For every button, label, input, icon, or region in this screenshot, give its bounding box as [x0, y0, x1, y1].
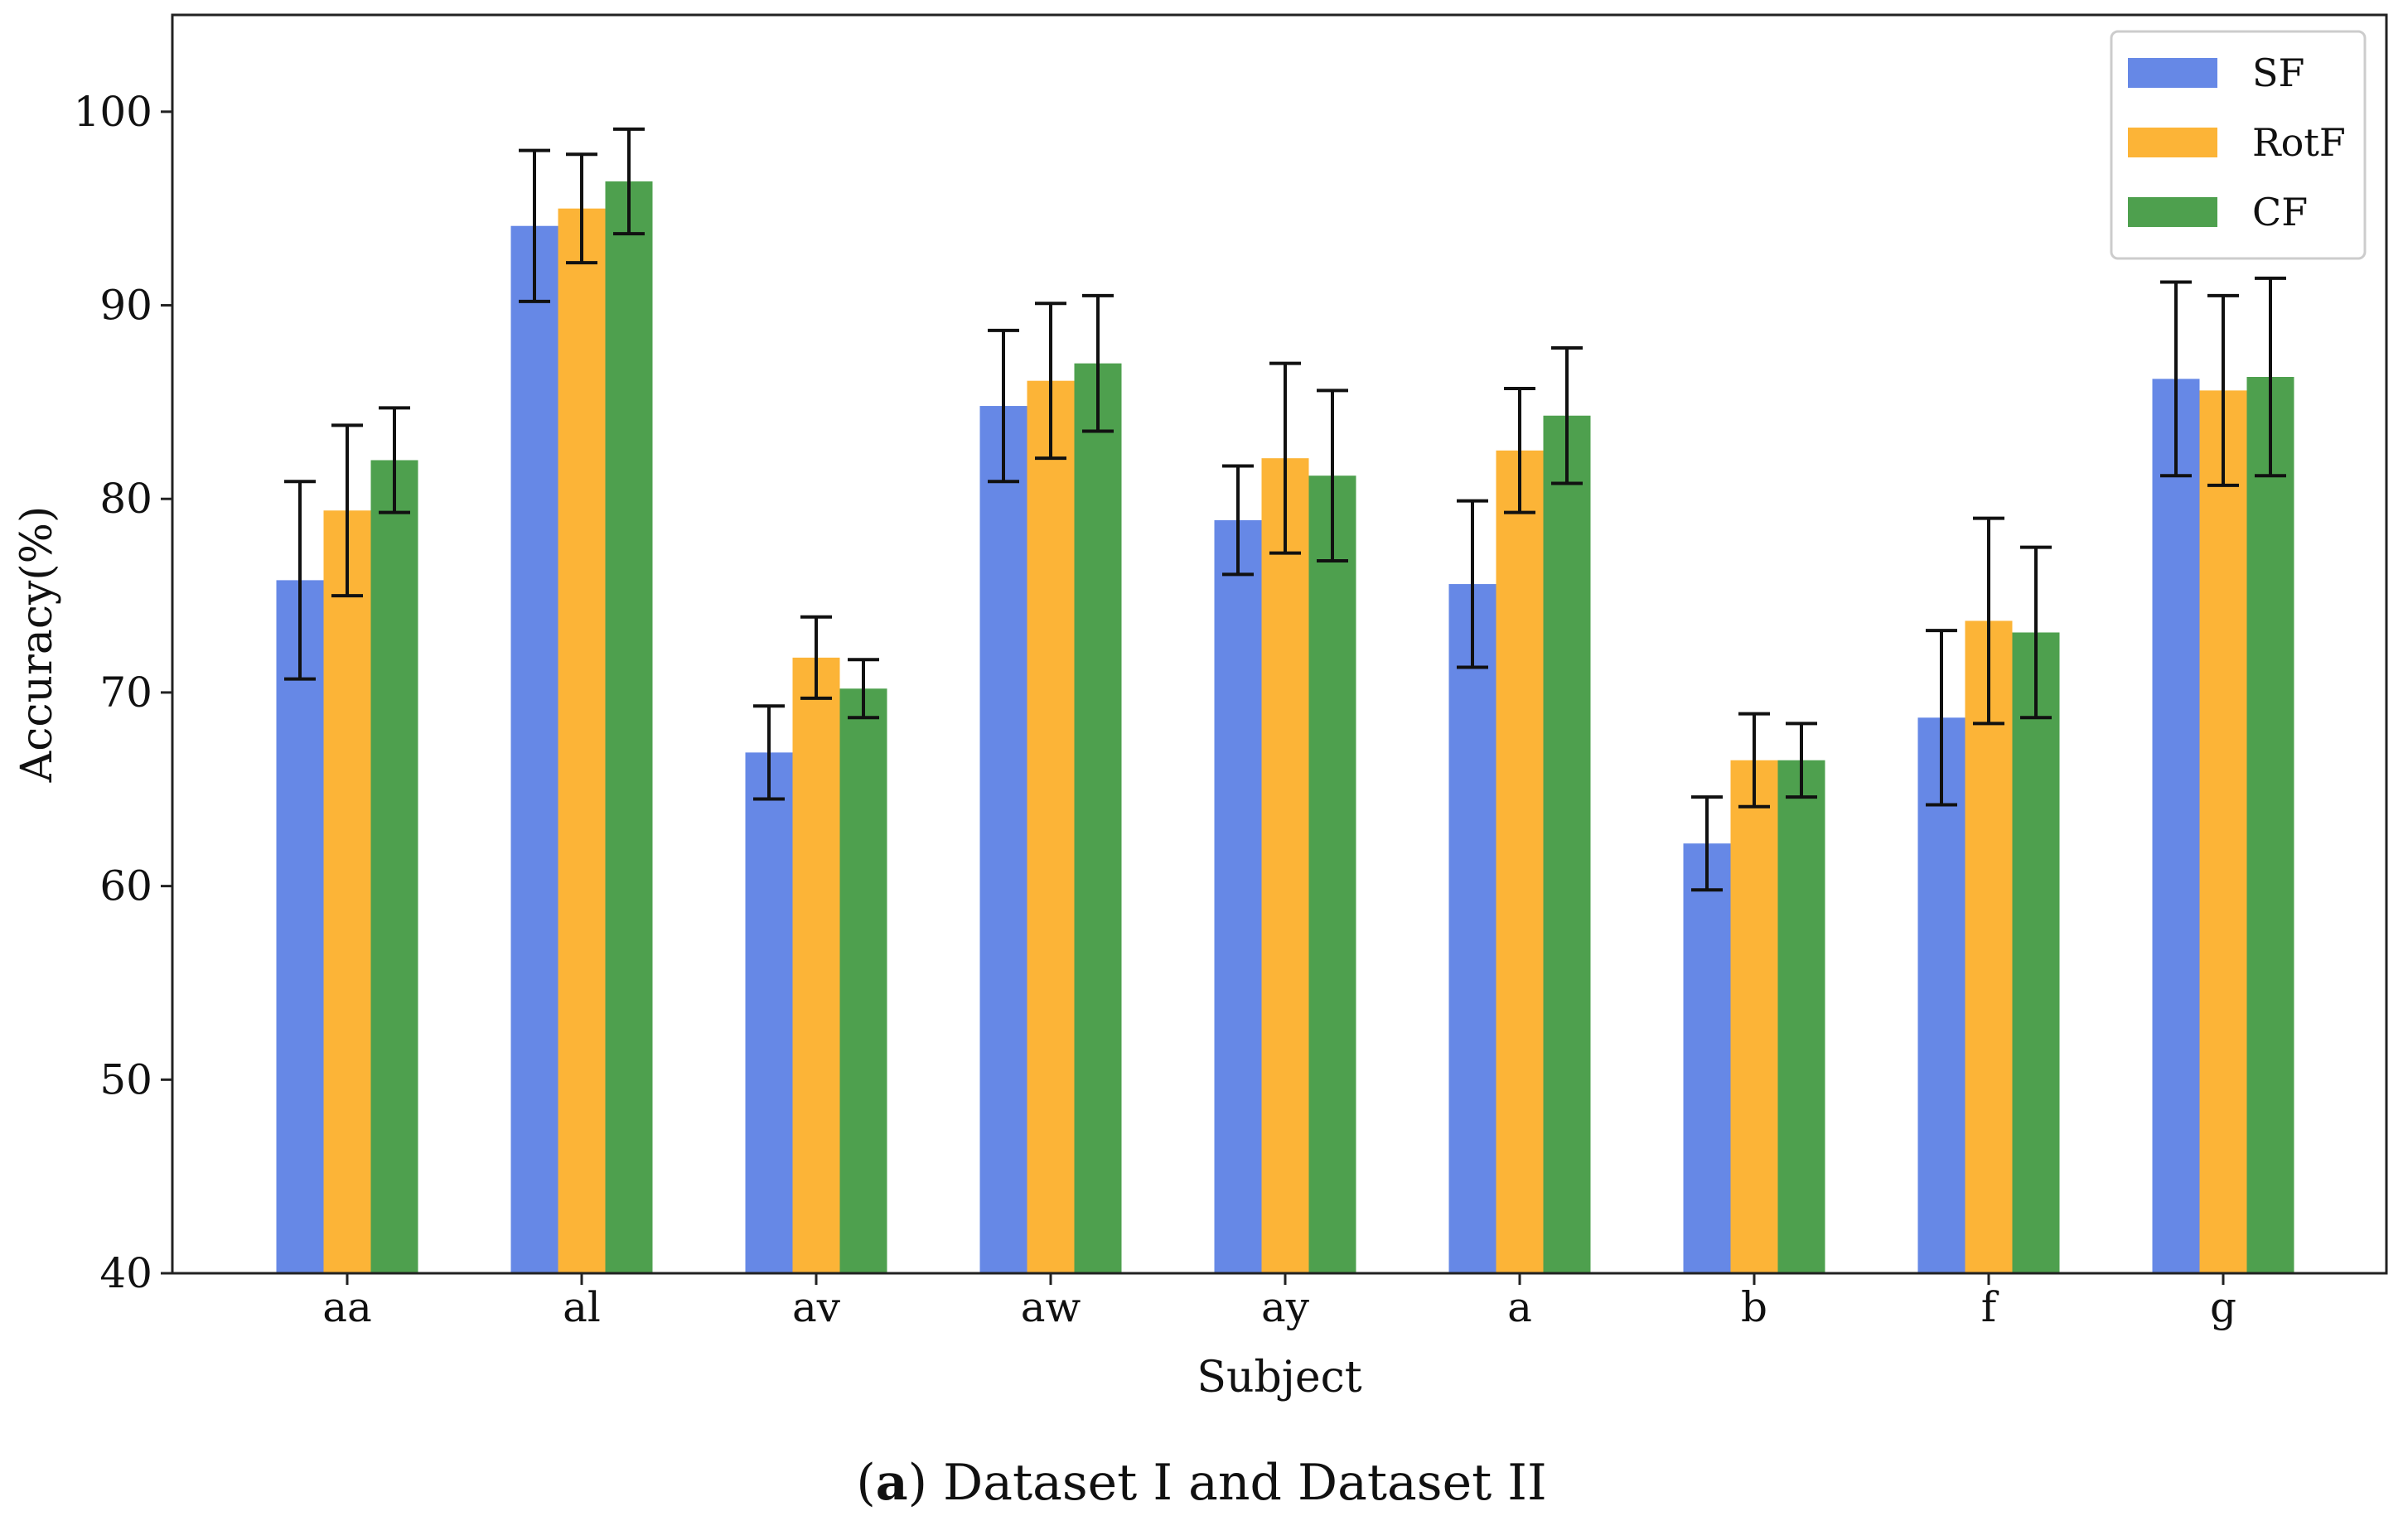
bar-rotf-g	[2199, 390, 2247, 1274]
bar-sf-al	[510, 225, 558, 1273]
x-tick-label-b: b	[1741, 1283, 1767, 1331]
bar-sf-g	[2152, 379, 2200, 1273]
legend-swatch-rotf	[2128, 128, 2217, 157]
bar-sf-f	[1917, 717, 1965, 1273]
bar-rotf-aw	[1027, 380, 1075, 1273]
x-axis-title: Subject	[1197, 1353, 1361, 1402]
bar-cf-aw	[1074, 363, 1122, 1274]
bar-sf-aa	[276, 580, 324, 1273]
y-axis-title: Accuracy(%)	[12, 506, 62, 784]
bar-cf-aa	[370, 460, 418, 1273]
plot-frame	[171, 13, 2388, 1275]
bar-rotf-ay	[1261, 458, 1309, 1273]
bar-rotf-f	[1965, 620, 2013, 1273]
caption-text: Dataset I and Dataset II	[927, 1454, 1547, 1512]
y-tick-label-50: 50	[99, 1055, 152, 1103]
x-tick-label-a: a	[1507, 1283, 1532, 1331]
x-tick-label-aw: aw	[1021, 1283, 1081, 1331]
bar-sf-aw	[979, 406, 1027, 1273]
axes: 40 50 60 70 80 90 100 aa al av aw ay a b f g	[74, 13, 2388, 1331]
y-tick-label-60: 60	[99, 862, 152, 910]
bar-cf-ay	[1308, 476, 1356, 1273]
legend-label-sf: SF	[2252, 51, 2304, 95]
bar-cf-b	[1777, 760, 1825, 1273]
bars	[276, 181, 2294, 1274]
y-tick-label-100: 100	[74, 88, 152, 136]
x-tick-label-f: f	[1981, 1283, 1999, 1331]
bar-rotf-al	[558, 208, 606, 1274]
bar-sf-av	[745, 752, 793, 1273]
bar-cf-f	[2012, 632, 2060, 1273]
legend-label-rotf: RotF	[2252, 120, 2346, 165]
bar-rotf-a	[1496, 450, 1544, 1273]
accuracy-bar-chart: 40 50 60 70 80 90 100 aa al av aw ay a b f g SF RotF CF S…	[12, 13, 2388, 1402]
bar-sf-b	[1683, 843, 1731, 1273]
x-tick-label-g: g	[2210, 1283, 2236, 1331]
x-tick-label-al: al	[563, 1283, 601, 1331]
bar-rotf-av	[792, 657, 840, 1273]
x-tick-label-aa: aa	[322, 1283, 372, 1331]
bar-sf-a	[1448, 584, 1496, 1273]
y-tick-label-80: 80	[99, 475, 152, 523]
legend: SF RotF CF	[2110, 30, 2367, 260]
bar-cf-a	[1543, 415, 1591, 1274]
error-bars	[284, 127, 2286, 892]
figure-caption: (a) Dataset I and Dataset II	[856, 1454, 1547, 1512]
caption-letter: a	[875, 1454, 908, 1512]
y-tick-label-40: 40	[99, 1249, 152, 1297]
legend-label-cf: CF	[2252, 190, 2308, 234]
legend-swatch-sf	[2128, 58, 2217, 88]
legend-swatch-cf	[2128, 197, 2217, 227]
x-tick-label-av: av	[792, 1283, 841, 1331]
bar-cf-g	[2246, 377, 2294, 1273]
bar-sf-ay	[1214, 519, 1262, 1273]
bar-rotf-b	[1730, 760, 1778, 1273]
bar-rotf-aa	[323, 510, 371, 1273]
y-tick-label-70: 70	[99, 669, 152, 717]
bar-cf-al	[605, 181, 653, 1274]
bar-cf-av	[839, 688, 887, 1273]
x-tick-label-ay: ay	[1261, 1283, 1310, 1331]
y-tick-label-90: 90	[99, 282, 152, 330]
